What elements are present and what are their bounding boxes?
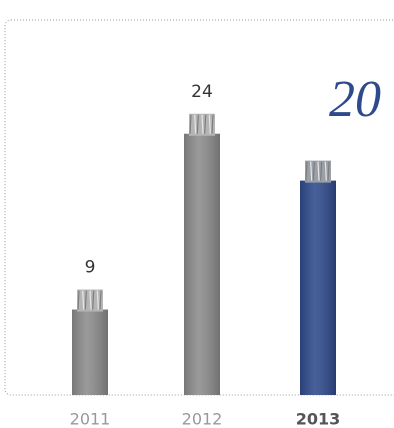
cable-bar [72,289,108,395]
x-tick-label: 2011 [70,410,111,428]
cable-bar [184,113,220,395]
wire-strand [211,114,214,134]
cable-shade [300,180,336,395]
wire-strand [77,290,80,310]
wire-strand [305,161,308,181]
wire-strand [89,290,92,310]
value-label: 24 [191,82,213,102]
wire-strand [312,161,315,181]
highlight-value: 20 [329,71,381,128]
wire-strand [92,290,95,310]
value-label: 9 [85,258,96,278]
wire-strand [327,161,330,181]
wire-strand [310,161,313,181]
cable-shade [72,309,108,395]
wire-strand [194,114,197,134]
wire-strand [99,290,102,310]
wire-strand [189,114,192,134]
wire-strand [324,161,327,181]
wire-strand [201,114,204,134]
cable-bar [300,160,336,395]
x-tick-label: 2013 [296,410,341,428]
wire-strand [196,114,199,134]
wire-strand [320,161,323,181]
wire-strand [82,290,85,310]
x-tick-label: 2012 [182,410,223,428]
wire-strand [96,290,99,310]
wire-strand [317,161,320,181]
cable-shade [184,133,220,395]
wire-strand [208,114,211,134]
wire-strand [204,114,207,134]
wire-strand [84,290,87,310]
